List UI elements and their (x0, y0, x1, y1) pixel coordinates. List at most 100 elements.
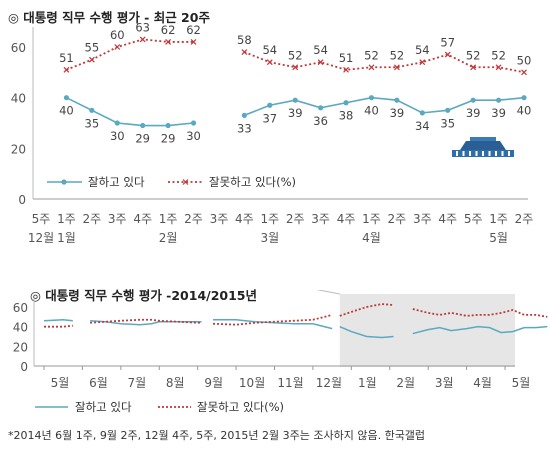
data-point (63, 95, 70, 101)
x-month-label: 3월 (260, 231, 279, 245)
legend-label-approve: 잘하고 있다 (75, 400, 132, 414)
x-week-label: 1주 (159, 212, 178, 226)
footnote: *2014년 6월 1주, 9월 2주, 12월 4주, 5주, 2015년 2… (8, 429, 426, 442)
data-label: 62 (186, 23, 201, 37)
x-week-label: 4주 (337, 212, 356, 226)
legend-marker-approve (61, 179, 67, 185)
series-line-disapprove (90, 318, 202, 324)
x-week-label: 2주 (515, 212, 534, 226)
data-point (343, 100, 349, 106)
data-point-x-marker (63, 66, 70, 73)
data-label: 39 (491, 106, 506, 120)
data-point (114, 120, 120, 126)
data-label: 40 (517, 104, 532, 118)
x-week-label: 5주 (32, 212, 51, 226)
data-point (495, 97, 502, 103)
series-line-disapprove (212, 313, 333, 326)
x-week-label: 1주 (260, 212, 279, 226)
data-label: 30 (186, 129, 201, 143)
data-point-x-marker (495, 64, 502, 71)
x-month-label: 1월 (57, 231, 76, 245)
series-line-approve (66, 96, 194, 127)
x-month-label: 4월 (362, 231, 381, 245)
data-point (419, 110, 425, 116)
series-line-approve (339, 325, 394, 339)
data-label: 35 (85, 116, 100, 130)
x-week-label: 4주 (438, 212, 457, 226)
x-week-label: 2주 (388, 212, 407, 226)
data-point (394, 97, 400, 103)
series-line-disapprove (339, 303, 394, 317)
data-label: 39 (390, 106, 405, 120)
series-line-disapprove (66, 38, 194, 71)
data-label: 54 (262, 43, 277, 57)
data-point-x-marker (165, 39, 172, 45)
legend-label-disapprove: 잘못하고 있다(%) (197, 400, 284, 414)
x-month-label: 3월 (435, 376, 454, 390)
data-label: 52 (390, 48, 405, 62)
data-point (267, 102, 273, 108)
data-point (140, 122, 146, 129)
blue-house-logo (452, 137, 514, 157)
data-point-x-marker (419, 59, 426, 66)
y-tick-label: 40 (11, 92, 26, 106)
data-point (318, 105, 324, 111)
data-point-x-marker (368, 64, 375, 71)
legend-marker-disapprove (182, 179, 189, 185)
data-label: 58 (237, 33, 252, 47)
data-label: 52 (466, 48, 481, 62)
data-point-x-marker (292, 64, 299, 71)
chart1-title: ◎ 대통령 직무 수행 평가 - 최근 20주 (8, 10, 210, 25)
data-label: 52 (364, 48, 379, 62)
x-month-label: 9월 (204, 376, 223, 390)
data-point (292, 97, 298, 103)
data-label: 55 (85, 41, 100, 55)
annual-2014-2015-chart: 0 20 40 60 5월 6월 7월 8월 9월 10월 11월 12월 1월 2월 3월 4월 5월잘하고 … (13, 290, 548, 414)
y-tick-label: 20 (13, 340, 28, 354)
data-label: 52 (288, 48, 303, 62)
data-label: 50 (517, 53, 532, 67)
x-week-label: 2주 (286, 212, 305, 226)
data-point (521, 95, 527, 101)
x-week-label: 5주 (464, 212, 483, 226)
x-month-label: 2월 (396, 376, 415, 390)
y-tick-label: 60 (11, 41, 26, 55)
data-point-x-marker (470, 64, 477, 71)
data-label: 37 (262, 111, 277, 125)
data-label: 57 (440, 36, 455, 50)
x-month-label: 10월 (239, 376, 265, 390)
data-point-x-marker (393, 64, 400, 71)
x-week-label: 3주 (311, 212, 330, 226)
data-point (89, 107, 95, 113)
x-month-label: 5월 (489, 231, 508, 245)
series-line-disapprove (244, 51, 525, 74)
legend-label-approve: 잘하고 있다 (88, 175, 145, 189)
data-point-x-marker (521, 69, 527, 76)
y-tick-label: 0 (20, 360, 28, 374)
data-point (190, 120, 197, 126)
y-tick-label: 60 (13, 301, 28, 315)
data-label: 51 (59, 51, 74, 65)
y-tick-label: 0 (18, 193, 26, 207)
data-point-x-marker (241, 49, 248, 55)
recent-20-weeks-chart: 0 20 40 60 5주 1주 2주 3주 4주 1주 2주 3주 4주 1주 2주 3주 4주 1주 2주 3주 4… (11, 20, 534, 245)
data-label: 35 (440, 116, 455, 130)
x-month-label: 5월 (51, 376, 70, 390)
y-tick-label: 20 (11, 142, 26, 156)
x-month-label: 8월 (166, 376, 185, 390)
x-month-label: 12월 (28, 231, 54, 245)
data-point (470, 97, 476, 103)
series-line-approve (412, 325, 548, 335)
series-line-disapprove (412, 308, 548, 318)
x-month-label: 6월 (89, 376, 108, 390)
data-point-x-marker (139, 36, 146, 43)
x-week-label: 3주 (413, 212, 432, 226)
x-week-label: 2주 (184, 212, 203, 226)
data-label: 54 (415, 43, 430, 57)
data-point (445, 107, 451, 113)
x-month-label: 1월 (358, 376, 377, 390)
data-label: 60 (110, 28, 125, 42)
zoom-connector-line (316, 290, 340, 295)
series-line-approve (213, 319, 333, 330)
x-week-label: 2주 (82, 212, 101, 226)
